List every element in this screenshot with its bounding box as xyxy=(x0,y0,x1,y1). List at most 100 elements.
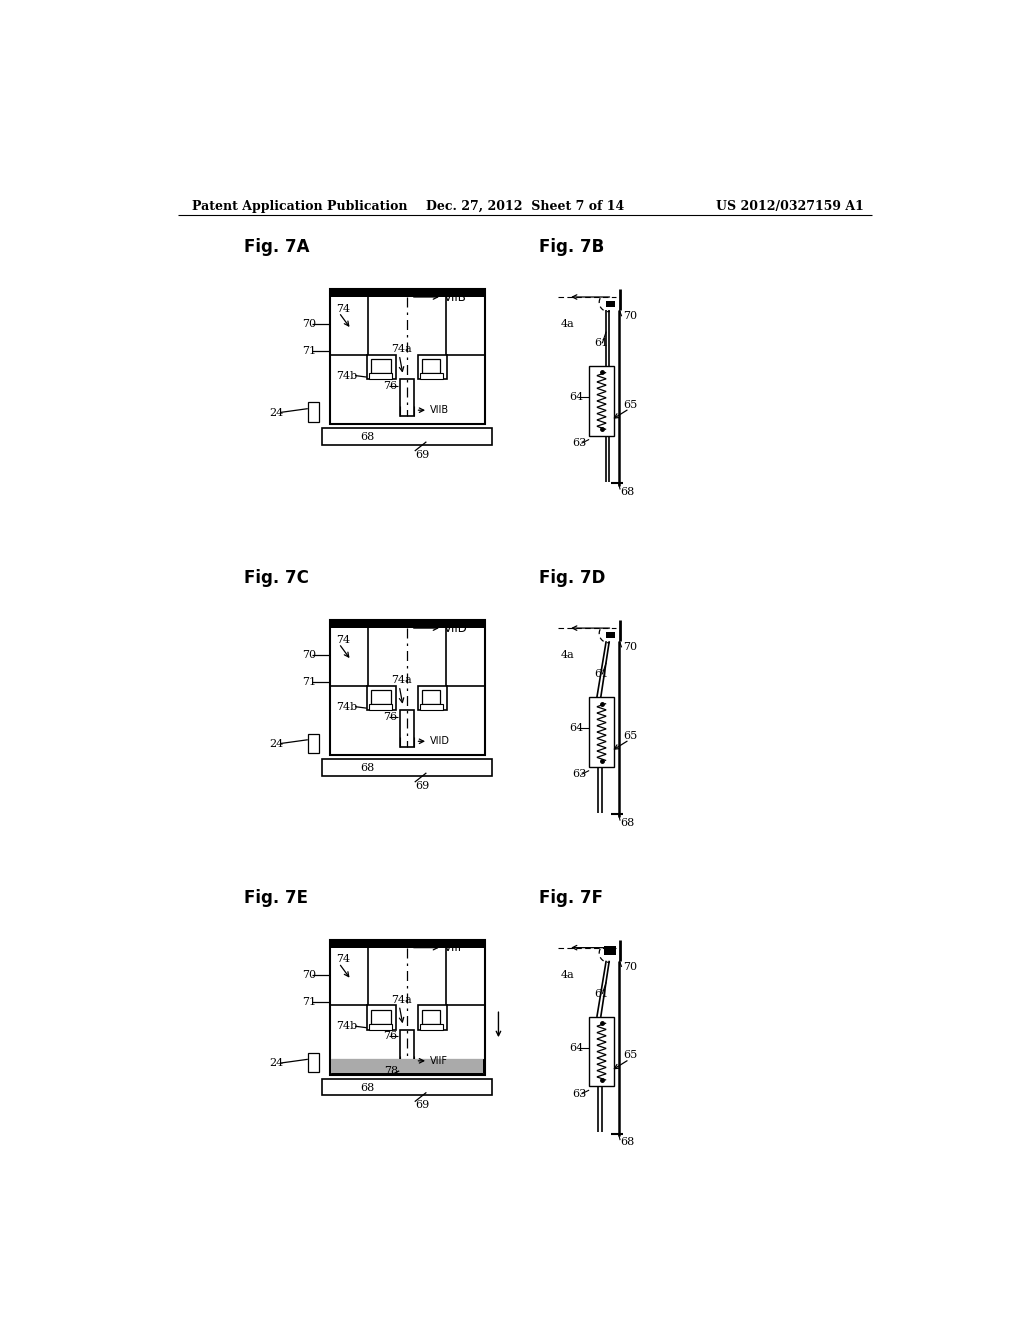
Text: 24: 24 xyxy=(269,1059,284,1068)
Bar xyxy=(367,355,396,379)
Text: 70: 70 xyxy=(302,649,316,660)
Text: 71: 71 xyxy=(302,997,316,1007)
Bar xyxy=(418,355,447,379)
Text: 68: 68 xyxy=(621,818,635,828)
Text: 70: 70 xyxy=(302,970,316,979)
Bar xyxy=(420,1024,443,1030)
Text: 63: 63 xyxy=(572,770,587,779)
Text: 78: 78 xyxy=(384,1065,398,1076)
Text: VIIF: VIIF xyxy=(443,941,465,954)
Bar xyxy=(367,1006,396,1030)
Bar xyxy=(371,359,391,374)
Bar xyxy=(400,1030,414,1067)
Text: 68: 68 xyxy=(360,432,375,442)
Bar xyxy=(322,1078,493,1096)
Text: Fig. 7C: Fig. 7C xyxy=(245,569,309,587)
Bar xyxy=(369,374,392,379)
Text: 69: 69 xyxy=(415,781,429,791)
Text: VIIB: VIIB xyxy=(429,405,449,416)
Bar xyxy=(420,705,443,710)
Bar xyxy=(418,686,447,710)
Bar xyxy=(589,367,614,436)
Bar xyxy=(308,734,318,752)
Text: Fig. 7E: Fig. 7E xyxy=(245,888,308,907)
Text: 76: 76 xyxy=(383,711,397,722)
Text: Fig. 7D: Fig. 7D xyxy=(539,569,605,587)
Text: 64: 64 xyxy=(569,723,584,733)
Text: 71: 71 xyxy=(302,677,316,686)
Text: 4a: 4a xyxy=(560,970,574,979)
Bar xyxy=(330,289,484,297)
Bar xyxy=(606,632,615,638)
Text: 74a: 74a xyxy=(391,676,413,685)
Bar xyxy=(330,289,484,424)
Text: VIIF: VIIF xyxy=(429,1056,447,1065)
Text: 74a: 74a xyxy=(391,345,413,354)
Bar xyxy=(308,1053,318,1072)
Text: 64: 64 xyxy=(569,1043,584,1053)
Text: 4a: 4a xyxy=(560,319,574,329)
Text: 68: 68 xyxy=(621,1138,635,1147)
Text: 70: 70 xyxy=(624,962,637,972)
Bar xyxy=(418,1006,447,1030)
Text: VIID: VIID xyxy=(429,737,450,746)
Text: 74a: 74a xyxy=(391,995,413,1005)
Bar xyxy=(308,403,318,422)
Text: VIIB: VIIB xyxy=(443,290,466,304)
Bar xyxy=(371,690,391,705)
Text: Fig. 7B: Fig. 7B xyxy=(539,238,604,256)
Text: 70: 70 xyxy=(624,312,637,321)
Text: Dec. 27, 2012  Sheet 7 of 14: Dec. 27, 2012 Sheet 7 of 14 xyxy=(426,199,624,213)
Text: 76: 76 xyxy=(383,380,397,391)
Bar xyxy=(330,620,484,628)
Text: Fig. 7A: Fig. 7A xyxy=(245,238,309,256)
Text: 68: 68 xyxy=(621,487,635,496)
Text: 74b: 74b xyxy=(336,371,357,380)
Text: 68: 68 xyxy=(360,763,375,774)
Text: 61: 61 xyxy=(594,669,608,680)
Bar xyxy=(422,690,440,705)
Text: 64: 64 xyxy=(569,392,584,403)
Bar xyxy=(322,759,493,776)
Text: 70: 70 xyxy=(302,319,316,329)
Bar xyxy=(369,1024,392,1030)
Text: 65: 65 xyxy=(624,400,638,409)
Text: 74: 74 xyxy=(336,304,350,314)
Bar xyxy=(422,1010,440,1024)
Bar xyxy=(371,1010,391,1024)
Bar xyxy=(330,940,484,948)
Text: Fig. 7F: Fig. 7F xyxy=(539,888,603,907)
Bar xyxy=(606,301,615,308)
Bar xyxy=(367,686,396,710)
Bar xyxy=(400,710,414,747)
Bar xyxy=(589,1016,614,1086)
Text: 63: 63 xyxy=(572,1089,587,1100)
Text: 65: 65 xyxy=(624,731,638,741)
Text: 68: 68 xyxy=(360,1082,375,1093)
Text: 24: 24 xyxy=(269,739,284,748)
Bar xyxy=(400,379,414,416)
Text: 71: 71 xyxy=(302,346,316,356)
Bar xyxy=(331,1059,483,1073)
Text: US 2012/0327159 A1: US 2012/0327159 A1 xyxy=(717,199,864,213)
Bar xyxy=(422,359,440,374)
Bar xyxy=(604,946,616,956)
Text: 74: 74 xyxy=(336,635,350,644)
Text: 74b: 74b xyxy=(336,1022,357,1031)
Bar xyxy=(330,620,484,755)
Text: 74: 74 xyxy=(336,954,350,964)
Text: 4a: 4a xyxy=(560,649,574,660)
Text: 63: 63 xyxy=(572,438,587,449)
Bar xyxy=(369,705,392,710)
Text: Patent Application Publication: Patent Application Publication xyxy=(191,199,408,213)
Text: 69: 69 xyxy=(415,1101,429,1110)
Text: 61: 61 xyxy=(594,989,608,999)
Bar xyxy=(420,374,443,379)
Text: 61: 61 xyxy=(594,338,608,348)
Text: 69: 69 xyxy=(415,450,429,459)
Bar xyxy=(322,428,493,445)
Text: 74b: 74b xyxy=(336,702,357,711)
Text: 76: 76 xyxy=(383,1031,397,1041)
Text: 65: 65 xyxy=(624,1051,638,1060)
Text: 70: 70 xyxy=(624,643,637,652)
